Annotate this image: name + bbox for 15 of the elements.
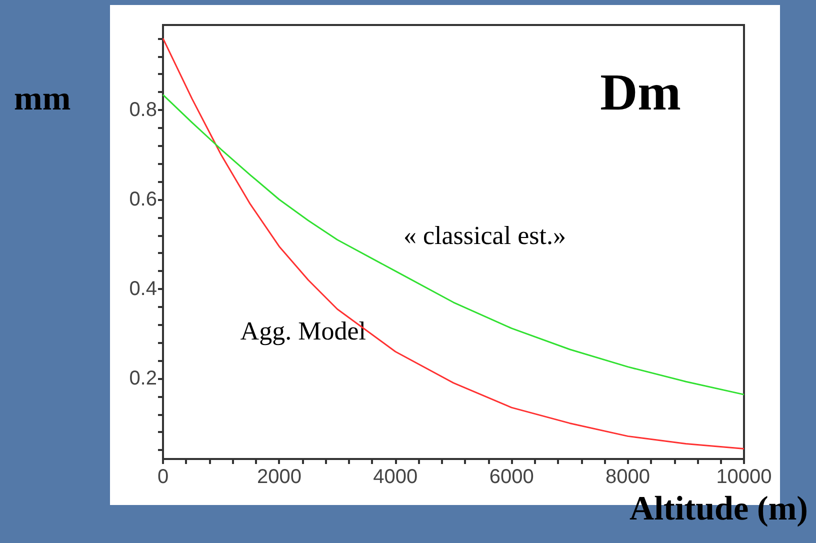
series-label: Agg. Model <box>240 316 366 346</box>
x-tick-label: 10000 <box>716 466 772 488</box>
x-tick-label: 8000 <box>606 466 650 488</box>
x-tick-label: 0 <box>157 466 169 488</box>
text: Dm <box>600 64 682 122</box>
y-tick-label: 0.2 <box>129 367 157 390</box>
y-tick-label: 0.6 <box>129 188 157 210</box>
y-axis-title: mm <box>14 80 71 118</box>
x-tick-label: 2000 <box>256 466 302 488</box>
x-tick-label: 4000 <box>373 466 418 488</box>
x-tick-label: 6000 <box>489 466 534 488</box>
y-tick-label: 0.8 <box>129 99 157 122</box>
line-series <box>162 38 745 450</box>
series-label: « classical est.» <box>404 220 566 250</box>
y-tick-label: 0.4 <box>129 278 157 300</box>
